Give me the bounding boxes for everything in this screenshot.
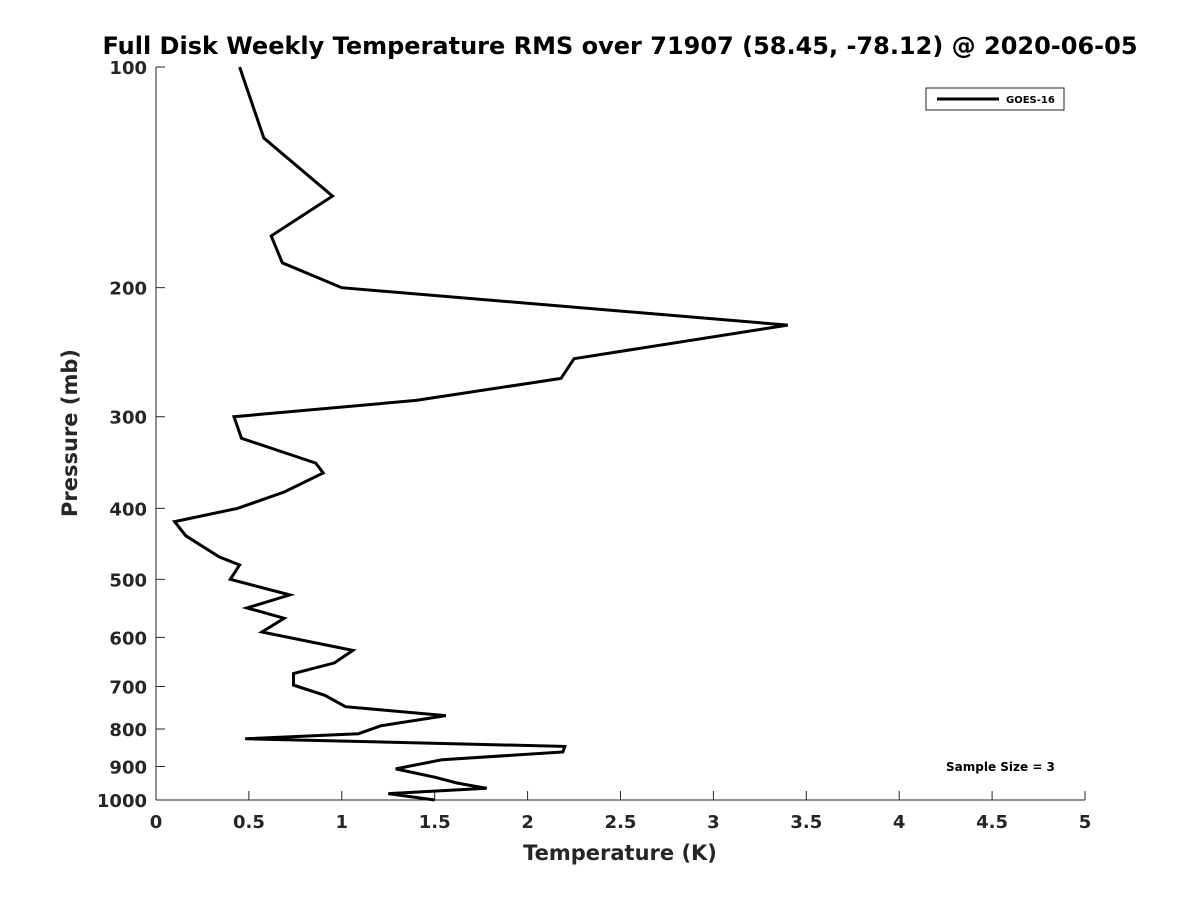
legend-label: GOES-16 — [1006, 95, 1055, 106]
y-tick-label: 100 — [109, 58, 147, 79]
series-line-goes-16 — [171, 66, 788, 802]
y-axis: 100 200 300 400 500 600 700 800 900 1000 — [97, 58, 165, 812]
x-tick-label: 2.5 — [605, 812, 637, 833]
x-tick-label: 3 — [707, 812, 720, 833]
chart-title: Full Disk Weekly Temperature RMS over 71… — [102, 32, 1137, 60]
x-ticks: 0 0.5 1 1.5 2 2.5 3 3.5 4 4.5 5 — [150, 791, 1092, 833]
y-tick-label: 700 — [109, 677, 147, 698]
y-ticks: 100 200 300 400 500 600 700 800 900 1000 — [97, 58, 165, 812]
y-tick-label: 400 — [109, 499, 147, 520]
x-axis-label: Temperature (K) — [523, 841, 717, 865]
x-tick-label: 0.5 — [233, 812, 265, 833]
legend: GOES-16 — [925, 87, 1065, 111]
y-tick-label: 600 — [109, 628, 147, 649]
x-tick-label: 2 — [521, 812, 534, 833]
x-tick-label: 3.5 — [790, 812, 822, 833]
x-axis: 0 0.5 1 1.5 2 2.5 3 3.5 4 4.5 5 — [150, 791, 1092, 833]
series-group — [171, 66, 788, 802]
y-tick-label: 1000 — [97, 791, 147, 812]
x-tick-label: 5 — [1079, 812, 1092, 833]
y-tick-label: 900 — [109, 757, 147, 778]
y-tick-label: 200 — [109, 279, 147, 300]
sample-size-annotation: Sample Size = 3 — [946, 760, 1055, 774]
x-tick-label: 4.5 — [976, 812, 1008, 833]
y-axis-label: Pressure (mb) — [58, 349, 82, 517]
x-tick-label: 4 — [893, 812, 906, 833]
x-tick-label: 1 — [336, 812, 349, 833]
x-tick-label: 0 — [150, 812, 163, 833]
x-tick-label: 1.5 — [419, 812, 451, 833]
y-tick-label: 800 — [109, 720, 147, 741]
y-tick-label: 300 — [109, 408, 147, 429]
y-tick-label: 500 — [109, 570, 147, 591]
